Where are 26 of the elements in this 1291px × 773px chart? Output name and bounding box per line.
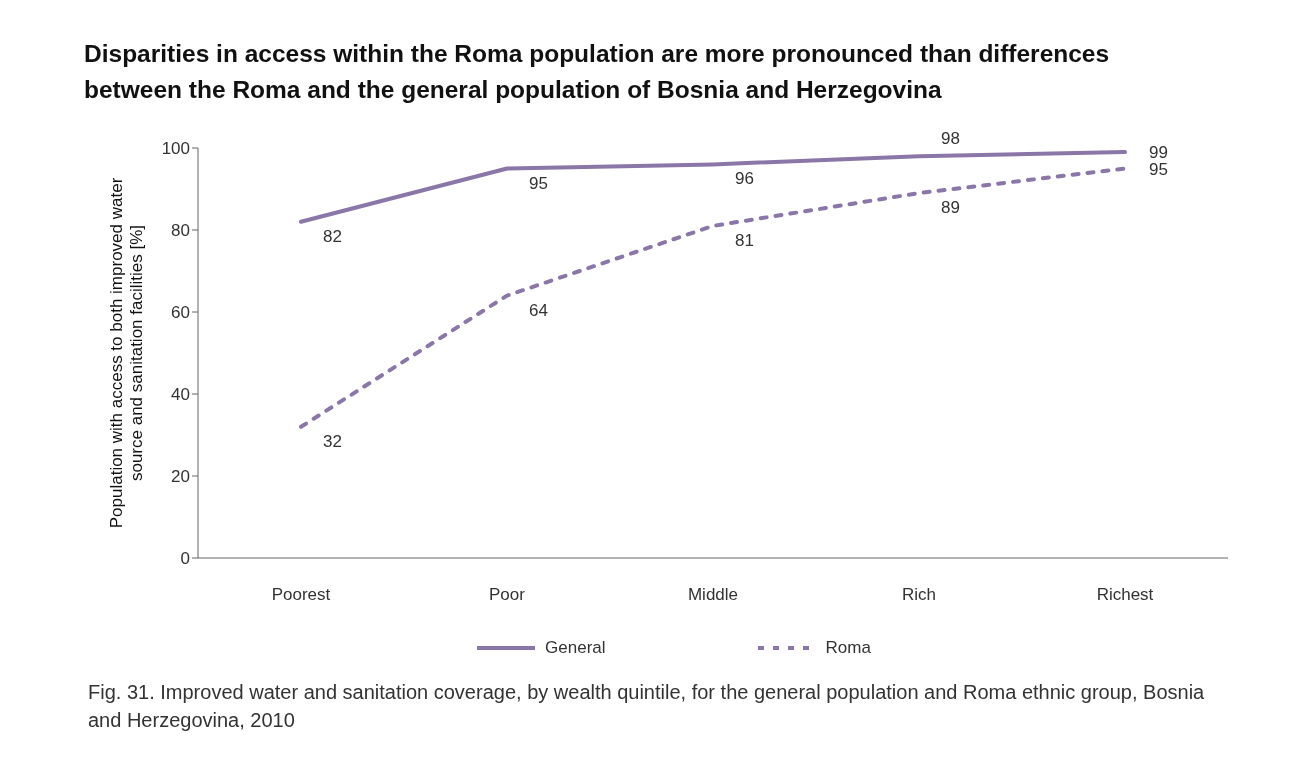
data-label: 82 [323,226,342,246]
legend-label: General [545,638,606,658]
legend-label: Roma [825,638,871,658]
data-label: 89 [941,198,960,218]
y-tick-label: 100 [161,139,190,159]
caption: Fig. 31. Improved water and sanitation coverage, by wealth quintile, for the general population and Roma ethnic group, Bosnia and Herzegovina, 2010 [88,680,1206,733]
data-label: 96 [735,169,754,189]
x-tick-label: Rich [901,585,937,605]
x-tick-label: Richest [1096,585,1154,605]
y-axis-title: Population with access to both improved water source and sanitation facilities [%] [107,177,146,529]
chart-title: Disparities in access within the Roma population are more pronounced than differences between the Roma and the general population of Bosnia and Herzegovina [83,39,1111,105]
y-tick-label: 20 [171,467,190,487]
line-series [299,150,1127,224]
line-series [299,166,1127,429]
x-tick-label: Poorest [271,585,331,605]
y-tick-label: 40 [171,385,190,405]
y-tick-label: 60 [171,303,190,323]
data-label: 64 [529,300,548,320]
x-tick-label: Middle [687,585,739,605]
data-label: 81 [735,230,754,250]
data-label: 95 [529,173,548,193]
x-tick-label: Poor [489,585,526,605]
y-tick-label: 0 [180,549,190,569]
y-tick-label: 80 [171,221,190,241]
data-label: 98 [941,129,960,149]
data-label: 32 [323,431,342,451]
